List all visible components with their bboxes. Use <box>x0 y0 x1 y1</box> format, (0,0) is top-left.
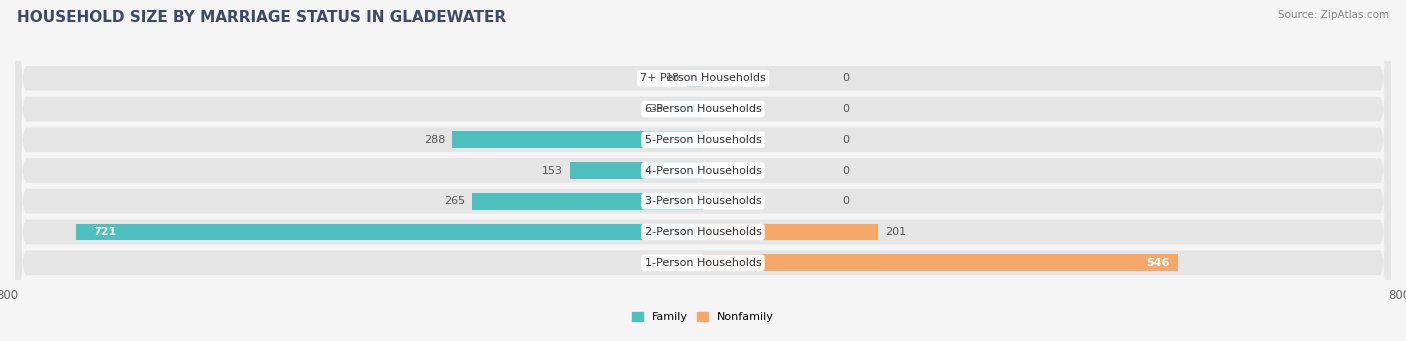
FancyBboxPatch shape <box>15 0 1391 341</box>
Bar <box>569 162 703 179</box>
Text: 0: 0 <box>842 196 849 206</box>
Text: 546: 546 <box>1146 258 1170 268</box>
Bar <box>688 70 703 87</box>
Text: 153: 153 <box>541 165 562 176</box>
Bar <box>703 223 877 240</box>
Bar <box>472 193 703 210</box>
Text: 0: 0 <box>842 165 849 176</box>
Text: 18: 18 <box>666 73 681 83</box>
FancyBboxPatch shape <box>15 0 1391 341</box>
Text: 721: 721 <box>93 227 117 237</box>
Text: 4-Person Households: 4-Person Households <box>644 165 762 176</box>
Text: 1-Person Households: 1-Person Households <box>644 258 762 268</box>
FancyBboxPatch shape <box>15 0 1391 341</box>
Text: 0: 0 <box>842 73 849 83</box>
FancyBboxPatch shape <box>15 0 1391 341</box>
Bar <box>703 254 1178 271</box>
Text: 7+ Person Households: 7+ Person Households <box>640 73 766 83</box>
Text: 38: 38 <box>648 104 664 114</box>
Text: 5-Person Households: 5-Person Households <box>644 135 762 145</box>
Text: 288: 288 <box>425 135 446 145</box>
Text: 3-Person Households: 3-Person Households <box>644 196 762 206</box>
Text: 0: 0 <box>842 135 849 145</box>
Bar <box>669 101 703 118</box>
Text: HOUSEHOLD SIZE BY MARRIAGE STATUS IN GLADEWATER: HOUSEHOLD SIZE BY MARRIAGE STATUS IN GLA… <box>17 10 506 25</box>
Text: 265: 265 <box>444 196 465 206</box>
FancyBboxPatch shape <box>15 0 1391 341</box>
Bar <box>453 131 703 148</box>
Legend: Family, Nonfamily: Family, Nonfamily <box>633 312 773 322</box>
FancyBboxPatch shape <box>15 0 1391 341</box>
Text: 0: 0 <box>842 104 849 114</box>
FancyBboxPatch shape <box>15 0 1391 341</box>
Text: 6-Person Households: 6-Person Households <box>644 104 762 114</box>
Text: 2-Person Households: 2-Person Households <box>644 227 762 237</box>
Text: Source: ZipAtlas.com: Source: ZipAtlas.com <box>1278 10 1389 20</box>
Text: 201: 201 <box>884 227 905 237</box>
Bar <box>76 223 703 240</box>
